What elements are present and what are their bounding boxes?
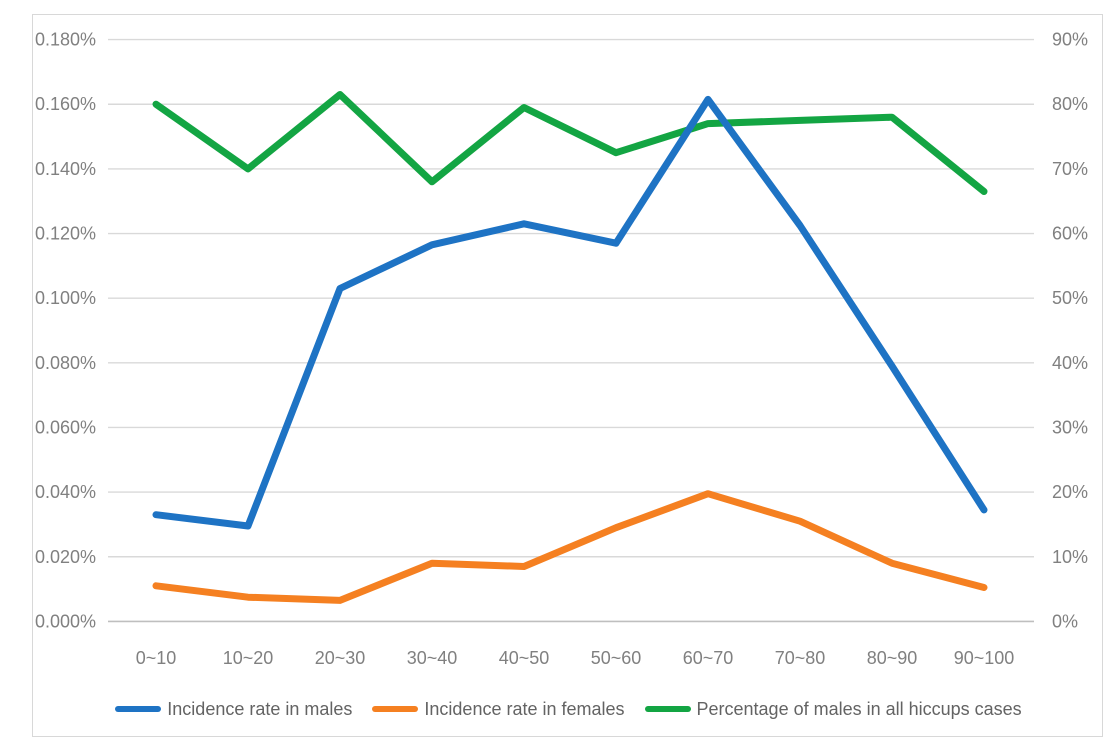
- x-axis-tick-label: 40~50: [499, 648, 550, 668]
- left-axis-tick-label: 0.020%: [35, 547, 96, 567]
- legend-item-incidence-males[interactable]: Incidence rate in males: [115, 699, 352, 720]
- right-axis-tick-label: 40%: [1052, 353, 1088, 373]
- x-axis-tick-label: 50~60: [591, 648, 642, 668]
- series-line-pct-males-all-hiccups-cases[interactable]: [152, 91, 988, 195]
- x-axis-tick-label: 90~100: [954, 648, 1015, 668]
- right-axis-tick-label: 70%: [1052, 159, 1088, 179]
- x-axis-tick-label: 10~20: [223, 648, 274, 668]
- chart-frame: 0.180% 90% 0.160% 80% 0.140% 70% 0.120% 60% 0.10…: [32, 14, 1103, 737]
- legend-item-incidence-females[interactable]: Incidence rate in females: [372, 698, 625, 720]
- x-axis-tick-label: 0~10: [136, 648, 177, 668]
- legend-item-pct-males-all-hiccups-cases[interactable]: Percentage of males in all hiccups cases: [644, 698, 1022, 720]
- x-axis-tick-label: 80~90: [867, 648, 918, 668]
- left-axis-tick-label: 0.040%: [35, 482, 96, 502]
- right-axis-tick-label: 0%: [1052, 611, 1078, 631]
- legend-label: Incidence rate in females: [424, 698, 625, 719]
- legend-label: Percentage of males in all hiccups cases: [696, 698, 1022, 719]
- x-axis-tick-label: 60~70: [683, 648, 734, 668]
- legend-label: Incidence rate in males: [167, 698, 353, 719]
- legend-line-swatch: [644, 706, 691, 712]
- left-axis-tick-label: 0.080%: [35, 353, 96, 373]
- left-axis-tick-label: 0.180%: [35, 30, 96, 50]
- right-axis-tick-label: 20%: [1052, 482, 1088, 502]
- legend-line-swatch: [372, 706, 419, 712]
- left-axis-tick-label: 0.120%: [35, 224, 96, 244]
- left-axis-tick-label: 0.000%: [35, 611, 96, 631]
- left-axis-tick-label: 0.060%: [35, 417, 96, 437]
- left-axis-tick-label: 0.160%: [35, 94, 96, 114]
- right-axis-tick-label: 60%: [1052, 224, 1088, 244]
- right-axis-tick-label: 30%: [1052, 417, 1088, 437]
- series-line-incidence-females[interactable]: [152, 490, 988, 604]
- left-axis-tick-label: 0.100%: [35, 288, 96, 308]
- series-line-incidence-males[interactable]: [152, 95, 988, 530]
- x-axis-tick-label: 30~40: [407, 648, 458, 668]
- chart-legend: Incidence rate in males Incidence rate in…: [33, 694, 1104, 724]
- right-axis-tick-label: 90%: [1052, 30, 1088, 50]
- right-axis-tick-label: 80%: [1052, 94, 1088, 114]
- right-axis-tick-label: 10%: [1052, 547, 1088, 567]
- right-axis-tick-label: 50%: [1052, 288, 1088, 308]
- legend-line-swatch: [115, 706, 162, 712]
- left-axis-tick-label: 0.140%: [35, 159, 96, 179]
- x-axis-tick-label: 20~30: [315, 648, 366, 668]
- x-axis-tick-label: 70~80: [775, 648, 826, 668]
